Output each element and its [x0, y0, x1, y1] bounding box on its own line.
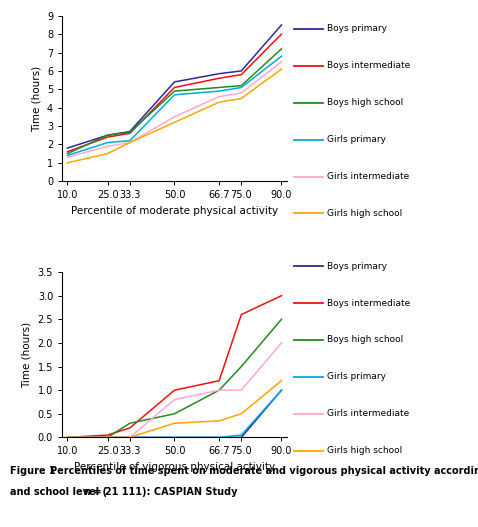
Text: Girls high school: Girls high school: [327, 446, 402, 455]
Text: Boys intermediate: Boys intermediate: [327, 298, 411, 308]
Text: Boys high school: Boys high school: [327, 98, 404, 108]
Text: Boys primary: Boys primary: [327, 261, 388, 271]
Y-axis label: Time (hours): Time (hours): [22, 321, 32, 388]
Text: Percentiles of time spent on moderate and vigorous physical activity according t: Percentiles of time spent on moderate an…: [50, 466, 478, 476]
Text: Boys intermediate: Boys intermediate: [327, 61, 411, 71]
Text: = 21 111): CASPIAN Study: = 21 111): CASPIAN Study: [90, 487, 238, 497]
Text: Boys primary: Boys primary: [327, 24, 388, 34]
X-axis label: Percentile of moderate physical activity: Percentile of moderate physical activity: [71, 206, 278, 216]
Text: n: n: [84, 487, 91, 497]
Text: Girls intermediate: Girls intermediate: [327, 172, 410, 181]
Text: Girls primary: Girls primary: [327, 135, 386, 144]
Text: Girls primary: Girls primary: [327, 372, 386, 382]
Text: Girls high school: Girls high school: [327, 209, 402, 218]
Text: and school level (: and school level (: [10, 487, 107, 497]
Text: Figure 1: Figure 1: [10, 466, 59, 476]
X-axis label: Percentile of vigorous physical activity: Percentile of vigorous physical activity: [74, 462, 275, 472]
Text: Boys high school: Boys high school: [327, 335, 404, 345]
Text: Girls intermediate: Girls intermediate: [327, 409, 410, 418]
Y-axis label: Time (hours): Time (hours): [31, 65, 41, 132]
